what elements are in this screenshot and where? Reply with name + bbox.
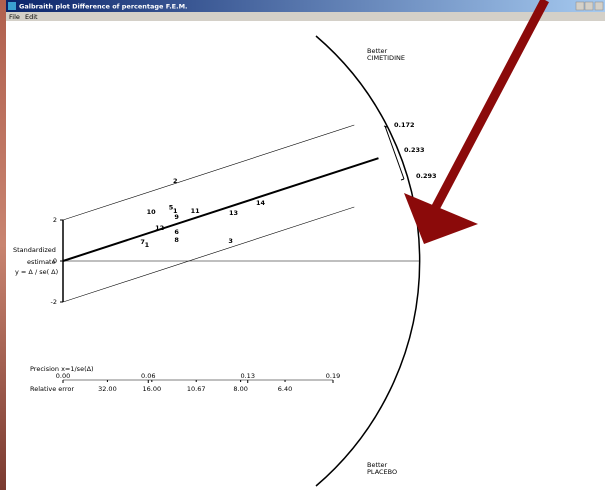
relative-error-tick-label: 6.40	[278, 385, 292, 393]
title-bar	[6, 0, 605, 12]
band-line	[62, 124, 355, 221]
menu-item[interactable]: Edit	[25, 13, 38, 21]
top-label: CIMETIDINE	[367, 54, 405, 62]
annotation-arrow-head	[404, 193, 478, 244]
relative-error-tick-label: 10.67	[187, 385, 206, 393]
x-tick-label: 0.13	[240, 372, 254, 380]
arc-label: 0.233	[404, 146, 425, 154]
y-axis-label: y = Δ / se( Δ)	[15, 268, 58, 276]
point-label: 7	[140, 238, 145, 246]
point-label: 2	[173, 177, 178, 185]
relative-error-tick-label: 8.00	[233, 385, 247, 393]
bottom-label: Better	[367, 461, 388, 469]
x-tick-label: 0.19	[326, 372, 340, 380]
point-label: 11	[191, 207, 201, 215]
top-label: Better	[367, 47, 388, 55]
relative-error-tick-label: 16.00	[143, 385, 162, 393]
y-axis-label: estimate	[27, 258, 56, 266]
point-label: 1	[145, 241, 150, 249]
x-tick-label: 0.06	[141, 372, 155, 380]
point-label: 3	[228, 237, 233, 245]
window-title: Galbraith plot Difference of percentage …	[19, 3, 188, 11]
y-axis-label: Standardized	[13, 246, 56, 254]
y-tick-label: -2	[51, 298, 57, 306]
relative-error-label: Relative error	[30, 385, 74, 393]
point-label: 1	[173, 207, 178, 215]
point-label: 5	[169, 204, 174, 212]
arc-label: 0.293	[416, 172, 437, 180]
minimize-button[interactable]	[575, 1, 585, 11]
point-label: 9	[174, 213, 179, 221]
menu-bar	[6, 12, 605, 21]
point-label: 8	[174, 236, 179, 244]
bottom-label: PLACEBO	[367, 468, 397, 476]
maximize-button[interactable]	[584, 1, 594, 11]
point-label: 14	[256, 199, 266, 207]
window	[6, 0, 605, 490]
point-label: 13	[229, 209, 238, 217]
point-label: 10	[147, 208, 157, 216]
band-line	[62, 206, 355, 303]
x-axis-label: Precision x=1/se(Δ)	[30, 365, 94, 373]
y-tick-label: 0	[53, 257, 57, 265]
app-icon	[8, 2, 16, 10]
point-label: 12	[155, 224, 164, 232]
x-tick-label: 0.00	[56, 372, 70, 380]
relative-error-tick-label: 32.00	[98, 385, 117, 393]
annotation-arrow	[424, 0, 549, 225]
fit-line	[62, 157, 379, 262]
arc-scale	[383, 125, 405, 181]
menu-item[interactable]: File	[9, 13, 20, 21]
y-tick-label: 2	[53, 216, 57, 224]
point-label: 6	[174, 228, 179, 236]
arc-label: 0.172	[394, 121, 415, 129]
precision-arc	[315, 35, 421, 487]
close-button[interactable]	[594, 1, 604, 11]
